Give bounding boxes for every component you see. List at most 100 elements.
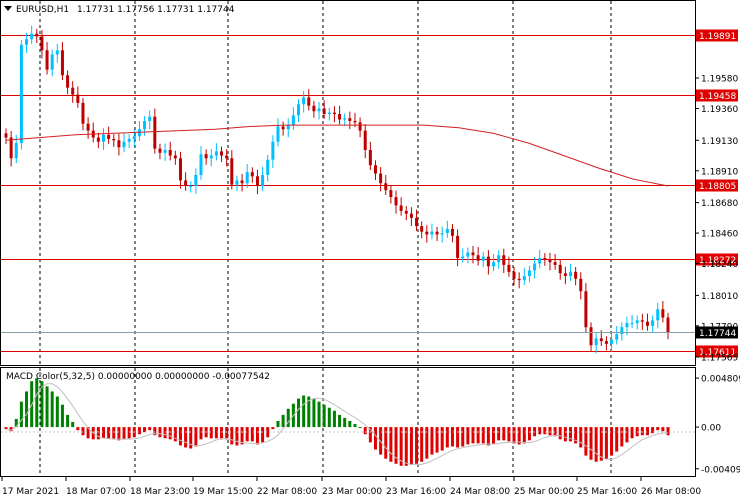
- candle-body: [66, 75, 70, 88]
- macd-bar: [50, 391, 54, 428]
- time-tick-label: 23 Mar 16:00: [386, 487, 446, 497]
- macd-tick-label: 0.0048092: [701, 375, 740, 385]
- macd-bar: [153, 427, 157, 436]
- candle-body: [610, 339, 614, 344]
- candle-body: [651, 320, 655, 326]
- candle-body: [148, 116, 152, 121]
- macd-bar: [512, 427, 516, 444]
- candle-body: [348, 118, 352, 121]
- candle-body: [522, 276, 526, 281]
- macd-bar: [245, 427, 249, 442]
- macd-bar: [363, 427, 367, 435]
- candle-body: [502, 255, 506, 265]
- level-tag: [696, 89, 738, 102]
- macd-bar: [502, 427, 506, 441]
- candle-body: [533, 263, 537, 271]
- macd-bar: [645, 427, 649, 436]
- candle-body: [332, 112, 336, 114]
- macd-bar: [640, 427, 644, 436]
- macd-bar: [440, 427, 444, 451]
- candle-body: [363, 130, 367, 150]
- macd-bar: [14, 418, 18, 428]
- candle-body: [543, 258, 547, 260]
- macd-bar: [250, 427, 254, 442]
- candle-body: [368, 150, 372, 166]
- macd-bar: [497, 427, 501, 441]
- macd-bar: [35, 378, 39, 428]
- candle-body: [30, 33, 34, 40]
- macd-bar: [214, 427, 218, 439]
- candle-body: [291, 115, 295, 126]
- macd-bar: [255, 427, 259, 445]
- candle-body: [440, 233, 444, 235]
- candle-body: [353, 120, 357, 123]
- macd-bar: [415, 427, 419, 464]
- macd-bar: [353, 424, 357, 428]
- candle-body: [445, 228, 449, 234]
- candle-body: [512, 271, 516, 279]
- candle-body: [184, 180, 188, 186]
- candle-body: [635, 320, 639, 324]
- candle-body: [19, 44, 23, 144]
- candle-body: [430, 231, 434, 235]
- price-tick-label: 1.19580: [701, 75, 738, 85]
- macd-panel[interactable]: [0, 367, 696, 477]
- candle-body: [76, 94, 80, 103]
- macd-bar: [143, 427, 147, 433]
- macd-bar: [610, 427, 614, 456]
- candle-body: [4, 133, 8, 138]
- price-axis: 1.19891 1.19458 1.18805 1.18272 1.17611 1.195…: [695, 29, 738, 364]
- level-tag: [696, 345, 738, 358]
- price-panel[interactable]: [0, 0, 696, 366]
- macd-bar: [322, 404, 326, 428]
- candle-body: [96, 137, 100, 142]
- time-tick-label: 22 Mar 08:00: [257, 487, 317, 497]
- candle-body: [373, 165, 377, 174]
- level-tag: [696, 179, 738, 192]
- candle-body: [645, 321, 649, 326]
- price-tick-label: 1.18460: [701, 230, 738, 240]
- macd-bar: [558, 427, 562, 440]
- candle-body: [656, 309, 660, 321]
- candle-body: [132, 136, 136, 139]
- candle-body: [481, 256, 485, 261]
- candle-body: [173, 155, 177, 159]
- symbol-label: EURUSD,H1: [16, 5, 69, 15]
- macd-bar: [60, 404, 64, 428]
- macd-bar: [399, 427, 403, 466]
- candle-body: [420, 226, 424, 232]
- ohlc-readout: 1.17731 1.17756 1.17731 1.17744: [77, 5, 235, 15]
- candle-body: [640, 320, 644, 322]
- candle-body: [9, 137, 13, 159]
- macd-bar: [615, 427, 619, 452]
- candle-body: [343, 118, 347, 120]
- candle-body: [204, 154, 208, 159]
- candle-body: [127, 138, 131, 142]
- candle-body: [276, 126, 280, 142]
- macd-bar: [137, 427, 141, 435]
- candle-body: [281, 126, 285, 130]
- macd-bar: [666, 427, 670, 436]
- macd-title: MACD Color(5,32,5) 0.00000000 0.00000000…: [6, 372, 270, 382]
- price-tick-label: 1.17565: [701, 354, 738, 364]
- candle-body: [245, 172, 249, 184]
- candle-body: [50, 54, 54, 70]
- macd-bar: [522, 427, 526, 444]
- macd-bar: [394, 427, 398, 464]
- moving-average-line: [5, 124, 669, 187]
- candle-body: [456, 235, 460, 258]
- candle-body: [599, 338, 603, 342]
- triangle-down-icon[interactable]: [4, 6, 12, 11]
- current-price-tag: [696, 326, 738, 339]
- candle-body: [409, 213, 413, 218]
- candle-body: [322, 108, 326, 114]
- macd-bar: [271, 427, 275, 430]
- macd-bar: [435, 427, 439, 453]
- macd-bar: [461, 427, 465, 447]
- macd-bar: [430, 427, 434, 455]
- candle-body: [492, 262, 496, 267]
- macd-bar: [168, 427, 172, 440]
- macd-bar: [548, 427, 552, 436]
- macd-bar: [276, 420, 280, 428]
